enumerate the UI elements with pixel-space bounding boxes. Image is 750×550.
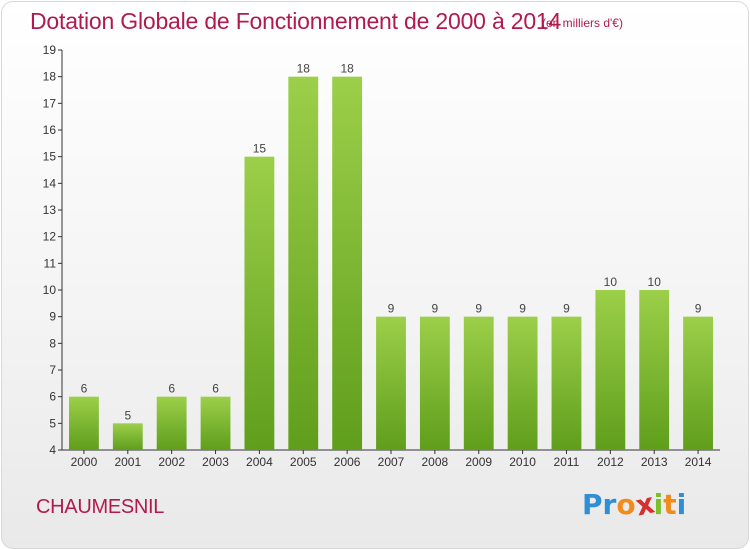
commune-name: CHAUMESNIL — [36, 496, 165, 518]
value-label-2003: 6 — [212, 382, 219, 396]
x-tick-label-2004: 2004 — [246, 455, 273, 469]
x-tick-label-2003: 2003 — [202, 455, 229, 469]
bar-2008 — [419, 316, 450, 450]
y-tick-label: 6 — [49, 390, 56, 404]
y-tick-label: 18 — [43, 70, 57, 84]
y-tick-label: 9 — [49, 310, 56, 324]
y-tick-label: 11 — [44, 256, 57, 270]
value-label-2007: 9 — [388, 302, 395, 316]
unit-note: (en milliers d'€) — [542, 16, 623, 30]
y-tick-label: 7 — [49, 363, 56, 377]
bar-2000 — [69, 396, 99, 450]
bar-2004 — [244, 156, 275, 450]
y-tick-label: 14 — [43, 176, 57, 190]
logo-letter: P — [582, 488, 603, 521]
x-tick-label-2009: 2009 — [465, 455, 492, 469]
bar-2010 — [507, 316, 538, 450]
y-tick-label: 13 — [43, 203, 57, 217]
value-label-2013: 10 — [648, 275, 662, 289]
bar-2002 — [156, 396, 187, 450]
bar-2001 — [112, 423, 143, 450]
x-tick-label-2010: 2010 — [509, 455, 536, 469]
value-label-2011: 9 — [563, 302, 570, 316]
y-tick-label: 12 — [43, 230, 57, 244]
chart-title: Dotation Globale de Fonctionnement de 20… — [30, 8, 562, 34]
value-label-2012: 10 — [604, 275, 618, 289]
value-label-2002: 6 — [168, 382, 175, 396]
logo-letter: t — [663, 488, 677, 521]
x-tick-label-2014: 2014 — [685, 455, 712, 469]
x-tick-label-2011: 2011 — [554, 455, 580, 469]
x-tick-label-2013: 2013 — [641, 455, 668, 469]
bar-2005 — [288, 76, 319, 451]
proxiti-logo: Proxiti — [582, 486, 687, 522]
bar-2012 — [595, 290, 626, 450]
value-label-2005: 18 — [297, 62, 311, 76]
y-tick-label: 4 — [49, 443, 56, 457]
logo-letter: i — [676, 488, 687, 521]
x-tick-label-2012: 2012 — [597, 455, 624, 469]
y-tick-label: 10 — [43, 283, 57, 297]
x-tick-label-2002: 2002 — [158, 455, 185, 469]
value-label-2010: 9 — [519, 302, 526, 316]
y-tick-label: 16 — [43, 123, 57, 137]
bar-2009 — [463, 316, 494, 450]
bar-2006 — [332, 76, 363, 451]
value-label-2006: 18 — [340, 62, 354, 76]
y-tick-label: 5 — [49, 416, 56, 430]
y-tick-label: 15 — [43, 150, 57, 164]
logo-letter: r — [602, 488, 617, 521]
y-tick-label: 8 — [49, 336, 56, 350]
value-label-2000: 6 — [81, 382, 88, 396]
value-label-2004: 15 — [253, 142, 267, 156]
y-tick-label: 17 — [43, 96, 57, 110]
value-label-2001: 5 — [124, 408, 131, 422]
bar-2014 — [683, 316, 713, 450]
bar-2007 — [376, 316, 406, 450]
value-label-2014: 9 — [695, 302, 702, 316]
y-tick-label: 19 — [43, 43, 57, 57]
x-tick-label-2006: 2006 — [334, 455, 361, 469]
bar-2003 — [200, 396, 231, 450]
x-tick-label-2000: 2000 — [71, 455, 98, 469]
x-tick-label-2005: 2005 — [290, 455, 317, 469]
bar-2013 — [639, 290, 670, 450]
logo-letter: i — [653, 488, 664, 521]
x-tick-label-2001: 2001 — [114, 455, 141, 469]
bar-2011 — [551, 316, 582, 450]
value-label-2008: 9 — [432, 302, 439, 316]
logo-letter: o — [616, 488, 636, 521]
value-label-2009: 9 — [475, 302, 482, 316]
x-tick-label-2008: 2008 — [422, 455, 449, 469]
x-tick-label-2007: 2007 — [378, 455, 405, 469]
